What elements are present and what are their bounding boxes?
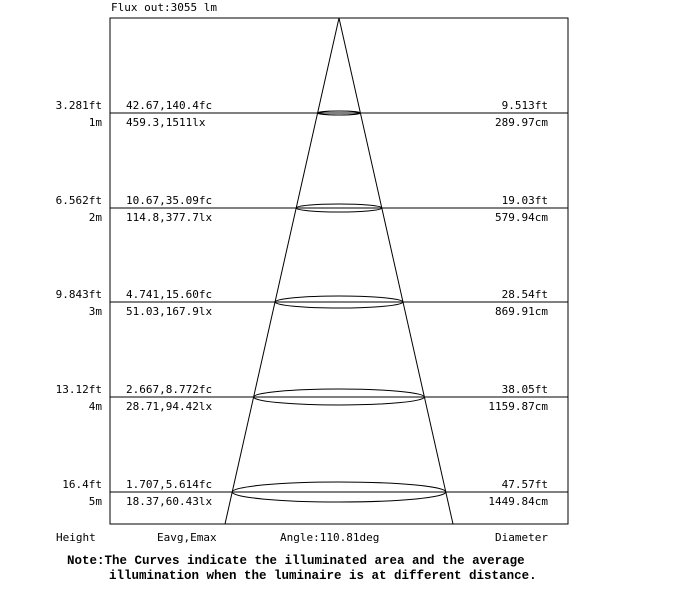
height-m-label: 5m — [89, 495, 103, 508]
illuminance-lx-label: 459.3,1511lx — [126, 116, 206, 129]
diameter-ft-label: 19.03ft — [502, 194, 548, 207]
diameter-cm-label: 1449.84cm — [488, 495, 548, 508]
height-ft-label: 9.843ft — [56, 288, 102, 301]
illuminance-lx-label: 18.37,60.43lx — [126, 495, 212, 508]
diameter-ft-label: 47.57ft — [502, 478, 548, 491]
diameter-ft-label: 38.05ft — [502, 383, 548, 396]
diameter-ft-label: 9.513ft — [502, 99, 548, 112]
illuminance-fc-label: 10.67,35.09fc — [126, 194, 212, 207]
diameter-cm-label: 1159.87cm — [488, 400, 548, 413]
illuminance-fc-label: 4.741,15.60fc — [126, 288, 212, 301]
flux-label: Flux out:3055 lm — [111, 1, 217, 14]
illumination-ellipse-4m — [253, 388, 425, 406]
illuminance-lx-label: 28.71,94.42lx — [126, 400, 212, 413]
illuminance-fc-label: 2.667,8.772fc — [126, 383, 212, 396]
illumination-ellipse-5m — [231, 481, 447, 503]
illuminance-fc-label: 1.707,5.614fc — [126, 478, 212, 491]
height-ft-label: 13.12ft — [56, 383, 102, 396]
illumination-ellipse-1m — [317, 110, 361, 116]
diameter-ft-label: 28.54ft — [502, 288, 548, 301]
height-ft-label: 16.4ft — [62, 478, 102, 491]
diameter-column-label: Diameter — [495, 531, 548, 544]
height-m-label: 1m — [89, 116, 103, 129]
height-ft-label: 3.281ft — [56, 99, 102, 112]
beam-angle-label: Angle:110.81deg — [280, 531, 379, 544]
distance-levels: 3.281ft 1m 42.67,140.4fc 459.3,1511lx 9.513f… — [56, 99, 568, 508]
illumination-ellipse-3m — [274, 295, 404, 309]
height-m-label: 3m — [89, 305, 103, 318]
note-line-1: Note:The Curves indicate the illuminated… — [67, 554, 525, 568]
height-ft-label: 6.562ft — [56, 194, 102, 207]
diagram-frame — [109, 17, 569, 525]
height-m-label: 4m — [89, 400, 103, 413]
diameter-cm-label: 579.94cm — [495, 211, 548, 224]
note-line-2: illumination when the luminaire is at di… — [109, 569, 537, 583]
cone-right-edge — [338, 17, 454, 525]
illumination-ellipse-2m — [295, 203, 383, 213]
height-m-label: 2m — [89, 211, 103, 224]
diameter-cm-label: 869.91cm — [495, 305, 548, 318]
illuminance-lx-label: 51.03,167.9lx — [126, 305, 212, 318]
eavg-emax-column-label: Eavg,Emax — [157, 531, 217, 544]
cone-left-edge — [224, 17, 340, 525]
illuminance-fc-label: 42.67,140.4fc — [126, 99, 212, 112]
illuminance-lx-label: 114.8,377.7lx — [126, 211, 212, 224]
diameter-cm-label: 289.97cm — [495, 116, 548, 129]
height-column-label: Height — [56, 531, 96, 544]
